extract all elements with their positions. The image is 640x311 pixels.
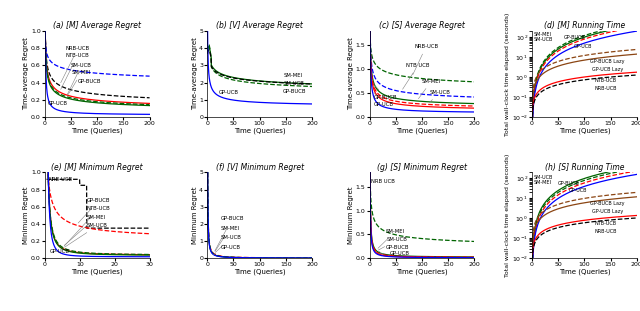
Text: GP-UCB: GP-UCB bbox=[379, 251, 410, 256]
Text: GP-UCB Lazy: GP-UCB Lazy bbox=[592, 67, 623, 72]
Text: NRB UCB: NRB UCB bbox=[371, 179, 395, 184]
Text: GP-BUCB Lazy: GP-BUCB Lazy bbox=[589, 59, 624, 64]
Text: NRB-UCB: NRB-UCB bbox=[595, 86, 618, 91]
X-axis label: Time (Queries): Time (Queries) bbox=[396, 269, 448, 275]
Text: GP-UCB: GP-UCB bbox=[50, 249, 70, 254]
Text: SM-MEI: SM-MEI bbox=[534, 31, 552, 36]
Text: GP-BUCB: GP-BUCB bbox=[379, 245, 409, 252]
Text: SM-UCB: SM-UCB bbox=[534, 175, 553, 180]
Text: SM-MEI: SM-MEI bbox=[419, 78, 441, 99]
Text: GP-BUCB: GP-BUCB bbox=[374, 85, 397, 100]
Text: SM-MEI: SM-MEI bbox=[534, 180, 552, 185]
Text: GP-BUCB: GP-BUCB bbox=[563, 35, 585, 40]
Text: GP-BUCB: GP-BUCB bbox=[283, 83, 307, 94]
Title: (d) [M] Running Time: (d) [M] Running Time bbox=[544, 21, 625, 30]
Title: (b) [V] Average Regret: (b) [V] Average Regret bbox=[216, 21, 303, 30]
X-axis label: Time (Queries): Time (Queries) bbox=[396, 127, 448, 134]
Text: SM-MEI: SM-MEI bbox=[215, 226, 239, 252]
Y-axis label: Total wall-clock time elapsed (seconds): Total wall-clock time elapsed (seconds) bbox=[506, 12, 511, 136]
X-axis label: Time (Queries): Time (Queries) bbox=[559, 269, 610, 275]
Text: GP-UCB: GP-UCB bbox=[574, 44, 593, 49]
Text: GP-BUCB Lazy: GP-BUCB Lazy bbox=[589, 201, 624, 206]
Text: GP-BUCB: GP-BUCB bbox=[78, 198, 110, 223]
Text: SM-UCB: SM-UCB bbox=[283, 81, 304, 86]
Text: NRB-UCB: NRB-UCB bbox=[413, 44, 438, 75]
Text: GP-UCB: GP-UCB bbox=[219, 90, 239, 95]
Text: NTB-UCB: NTB-UCB bbox=[61, 53, 90, 90]
Title: (e) [M] Minimum Regret: (e) [M] Minimum Regret bbox=[51, 163, 143, 172]
Y-axis label: Minimum Regret: Minimum Regret bbox=[24, 187, 29, 244]
Text: NRB-UCB: NRB-UCB bbox=[48, 177, 72, 182]
Text: NRB-UCB: NRB-UCB bbox=[595, 229, 618, 234]
Title: (c) [S] Average Regret: (c) [S] Average Regret bbox=[379, 21, 465, 30]
Text: GP-BUCB: GP-BUCB bbox=[76, 72, 100, 83]
Title: (h) [S] Running Time: (h) [S] Running Time bbox=[545, 163, 624, 172]
Text: SM-UCB: SM-UCB bbox=[67, 63, 92, 95]
Y-axis label: Time-average Regret: Time-average Regret bbox=[348, 38, 355, 110]
Title: (g) [S] Minimum Regret: (g) [S] Minimum Regret bbox=[377, 163, 467, 172]
Text: NTB UCB: NTB UCB bbox=[403, 63, 430, 89]
Y-axis label: Total wall-clock time elapsed (seconds): Total wall-clock time elapsed (seconds) bbox=[506, 154, 511, 277]
Text: SM-MEI: SM-MEI bbox=[283, 73, 302, 86]
Text: GP-BUCB: GP-BUCB bbox=[215, 216, 244, 251]
Y-axis label: Time-average Regret: Time-average Regret bbox=[191, 38, 198, 110]
X-axis label: Time (Queries): Time (Queries) bbox=[234, 127, 285, 134]
Text: GP-BUCB: GP-BUCB bbox=[558, 181, 580, 186]
Title: (f) [V] Minimum Regret: (f) [V] Minimum Regret bbox=[216, 163, 303, 172]
Text: SM-MEI: SM-MEI bbox=[68, 70, 91, 95]
Text: SM-UCB: SM-UCB bbox=[378, 238, 407, 250]
Text: NTB-UCB: NTB-UCB bbox=[64, 206, 111, 246]
Y-axis label: Time-average Regret: Time-average Regret bbox=[24, 38, 29, 110]
Text: GP-UCB: GP-UCB bbox=[47, 101, 67, 106]
Text: SM-MEI: SM-MEI bbox=[65, 215, 106, 245]
X-axis label: Time (Queries): Time (Queries) bbox=[234, 269, 285, 275]
X-axis label: Time (Queries): Time (Queries) bbox=[72, 269, 123, 275]
Y-axis label: Minimum Regret: Minimum Regret bbox=[348, 187, 355, 244]
X-axis label: Time (Queries): Time (Queries) bbox=[559, 127, 610, 134]
Text: SM-UCB: SM-UCB bbox=[65, 223, 108, 247]
Text: GP-UCB: GP-UCB bbox=[214, 245, 240, 254]
Text: NTB-UCB: NTB-UCB bbox=[595, 221, 617, 226]
Text: GP-UCB Lazy: GP-UCB Lazy bbox=[592, 209, 623, 214]
X-axis label: Time (Queries): Time (Queries) bbox=[72, 127, 123, 134]
Text: GP-UCB: GP-UCB bbox=[569, 188, 587, 193]
Y-axis label: Minimum Regret: Minimum Regret bbox=[191, 187, 198, 244]
Text: NRB-UCB: NRB-UCB bbox=[61, 46, 90, 83]
Text: SM-UCB: SM-UCB bbox=[534, 37, 553, 42]
Text: SM-UCB: SM-UCB bbox=[216, 235, 241, 253]
Text: NTB-UCB: NTB-UCB bbox=[595, 78, 617, 83]
Title: (a) [M] Average Regret: (a) [M] Average Regret bbox=[53, 21, 141, 30]
Text: GP-UCB: GP-UCB bbox=[374, 92, 394, 107]
Text: SM-UCB: SM-UCB bbox=[429, 90, 451, 103]
Text: SM-MEI: SM-MEI bbox=[378, 230, 404, 248]
